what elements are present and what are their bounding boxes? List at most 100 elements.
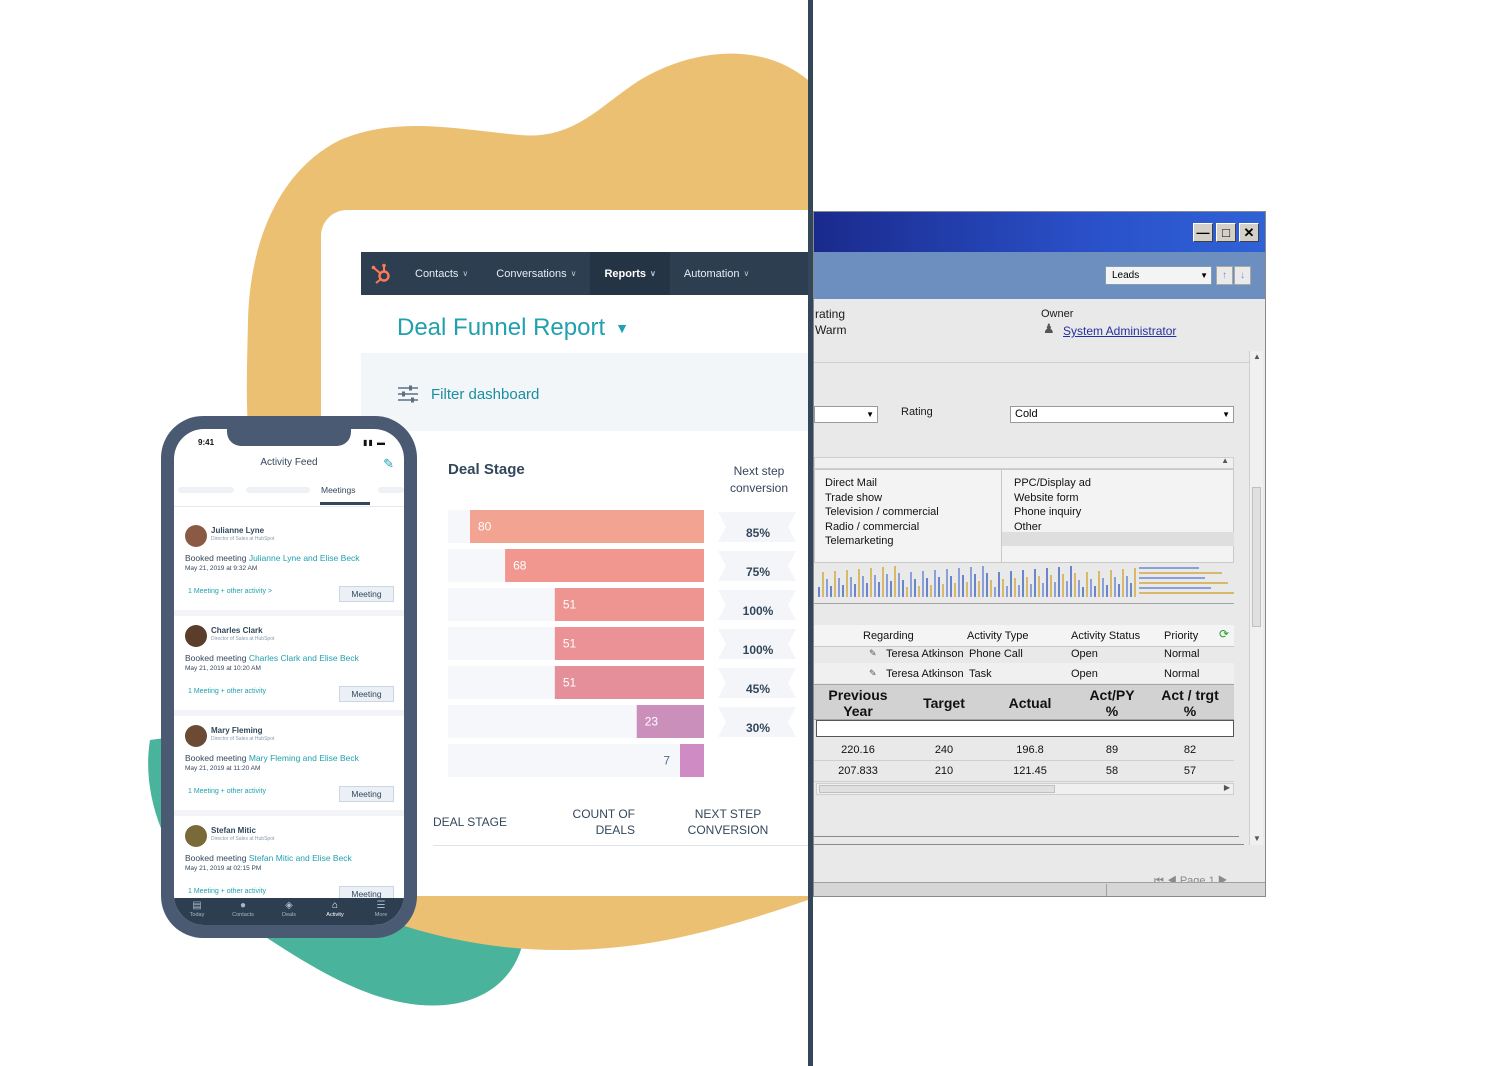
refresh-icon[interactable]: ⟳ (1219, 627, 1230, 641)
list-item[interactable]: Telemarketing (825, 535, 894, 548)
contact-name: Charles Clark (211, 626, 263, 635)
nav-contacts[interactable]: ● Contacts (220, 900, 266, 918)
table-row[interactable]: 220.16 240 196.8 89 82 (814, 740, 1234, 761)
vertical-scrollbar[interactable]: ▲ ▼ (1249, 351, 1263, 845)
view-select[interactable]: Leads ▼ (1105, 266, 1212, 285)
list-item[interactable]: Julianne Lyne Director of Sales at HubSpo… (174, 516, 404, 616)
meeting-date: May 21, 2019 at 9:32 AM (185, 565, 258, 572)
bar-value-label: 51 (563, 598, 577, 612)
meeting-badge[interactable]: Meeting (339, 786, 394, 802)
col-regarding[interactable]: Regarding (863, 630, 914, 642)
tab-meetings[interactable]: Meetings (321, 485, 356, 495)
scroll-up-icon[interactable]: ▲ (1253, 352, 1261, 361)
col-activity-type[interactable]: Activity Type (967, 630, 1029, 642)
funnel-bar[interactable] (470, 510, 704, 543)
col-previous-year[interactable]: Previous Year (828, 687, 888, 719)
menu-icon: ☰ (376, 900, 386, 911)
kpi-filter-row[interactable] (816, 720, 1234, 737)
mini-bar (974, 574, 976, 597)
window-titlebar[interactable]: — □ ✕ (814, 212, 1265, 252)
mini-bar (1018, 585, 1020, 597)
list-item[interactable]: Mary Fleming Director of Sales at HubSpot… (174, 716, 404, 816)
arrow-up-icon[interactable]: ↑ (1216, 266, 1233, 285)
activity-link[interactable]: 1 Meeting + other activity (188, 788, 267, 795)
mini-bar (1094, 586, 1096, 597)
list-item[interactable]: Television / commercial (825, 506, 939, 519)
col-act-py[interactable]: Act/PY % (1089, 687, 1135, 719)
funnel-bar[interactable] (554, 588, 704, 621)
meeting-badge[interactable]: Meeting (339, 686, 394, 702)
mini-bar (910, 572, 912, 597)
funnel-bar[interactable] (680, 744, 704, 777)
mini-bar (882, 567, 884, 597)
meeting-badge[interactable]: Meeting (339, 586, 394, 602)
table-row[interactable]: 207.833 210 121.45 58 57 (814, 761, 1234, 782)
col-actual[interactable]: Actual (1008, 695, 1052, 711)
maximize-icon[interactable]: □ (1216, 223, 1236, 242)
col-next-step-conversion[interactable]: NEXT STEP CONVERSION (687, 807, 769, 837)
nav-activity[interactable]: ⌂ Activity (312, 900, 358, 918)
mini-bar (826, 579, 828, 597)
activity-link[interactable]: 1 Meeting + other activity > (188, 588, 273, 595)
list-item[interactable]: PPC/Display ad (1014, 477, 1092, 489)
next-page-icon[interactable]: ▶ (1217, 875, 1228, 887)
minimize-icon[interactable]: — (1193, 223, 1213, 242)
funnel-bar[interactable] (554, 666, 704, 699)
col-count-of-deals[interactable]: COUNT OF DEALS (572, 807, 635, 837)
activity-link[interactable]: 1 Meeting + other activity (188, 888, 267, 895)
filter-dashboard-button[interactable]: Filter dashboard (397, 385, 539, 403)
nav-contacts[interactable]: Contacts ∨ (415, 267, 469, 280)
scroll-down-icon[interactable]: ▼ (1253, 834, 1261, 843)
list-item[interactable]: Website form (1014, 491, 1079, 504)
nav-conversations[interactable]: Conversations ∨ (496, 267, 577, 280)
funnel-bar[interactable] (554, 627, 704, 660)
list-item[interactable]: Radio / commercial (825, 520, 920, 533)
booked-text: Booked meeting Stefan Mitic and Elise Be… (185, 853, 352, 863)
owner-link[interactable]: System Administrator (1063, 324, 1177, 338)
funnel-bar[interactable] (505, 549, 704, 582)
col-deal-stage[interactable]: DEAL STAGE (433, 815, 508, 829)
col-priority[interactable]: Priority (1164, 630, 1199, 642)
col-activity-status[interactable]: Activity Status (1071, 630, 1141, 642)
first-page-icon[interactable]: ⏮ (1154, 875, 1164, 887)
attendees-link[interactable]: Julianne Lyne and Elise Beck (248, 553, 360, 563)
attendees-link[interactable]: Stefan Mitic and Elise Beck (248, 853, 352, 863)
table-row[interactable]: ✎ Teresa Atkinson Task Open Normal (814, 663, 1234, 683)
nav-automation[interactable]: Automation ∨ (683, 267, 750, 280)
col-target[interactable]: Target (923, 695, 965, 711)
attendees-link[interactable]: Mary Fleming and Elise Beck (248, 753, 359, 763)
nav-more[interactable]: ☰ More (358, 900, 404, 918)
lead-source-select[interactable]: ▼ (814, 406, 878, 423)
horizontal-scrollbar[interactable]: ▶ (816, 783, 1234, 795)
list-item[interactable]: Other (1014, 520, 1042, 533)
attendees-link[interactable]: Charles Clark and Elise Beck (248, 653, 359, 663)
scroll-right-icon[interactable]: ▶ (1223, 783, 1230, 792)
rating-select[interactable]: Cold ▼ (1010, 406, 1234, 423)
mini-bar (954, 583, 956, 597)
prev-page-icon[interactable]: ◀ (1166, 875, 1177, 887)
nav-deals[interactable]: ◈ Deals (266, 900, 312, 918)
list-item[interactable]: Charles Clark Director of Sales at HubSpo… (174, 616, 404, 716)
tab-placeholder[interactable] (178, 487, 234, 493)
activity-link[interactable]: 1 Meeting + other activity (188, 688, 267, 695)
report-title-dropdown[interactable]: Deal Funnel Report ▼ (397, 314, 629, 342)
list-item[interactable]: Direct Mail (825, 477, 877, 489)
conversion-chevron (718, 629, 796, 659)
nav-today[interactable]: ▤ Today (174, 900, 220, 918)
list-item[interactable]: Phone inquiry (1014, 506, 1082, 519)
conversion-header: Next step conversion (729, 464, 789, 495)
tab-placeholder[interactable] (378, 487, 404, 493)
mini-bar (1054, 582, 1056, 597)
compose-icon[interactable]: ✎ (383, 456, 394, 471)
table-row[interactable]: ✎ Teresa Atkinson Phone Call Open Normal (869, 648, 1200, 660)
nav-reports[interactable]: Reports ∨ (590, 252, 670, 295)
hubspot-logo-icon[interactable] (361, 252, 401, 295)
list-item[interactable]: Trade show (825, 491, 883, 504)
funnel-bar[interactable] (636, 705, 704, 738)
scroll-up-icon[interactable]: ▲ (1221, 456, 1229, 465)
close-icon[interactable]: ✕ (1239, 223, 1259, 242)
tab-placeholder[interactable] (246, 487, 310, 493)
arrow-down-icon[interactable]: ↓ (1234, 266, 1251, 285)
col-act-trgt[interactable]: Act / trgt % (1161, 687, 1219, 719)
active-tab-indicator (320, 502, 370, 505)
